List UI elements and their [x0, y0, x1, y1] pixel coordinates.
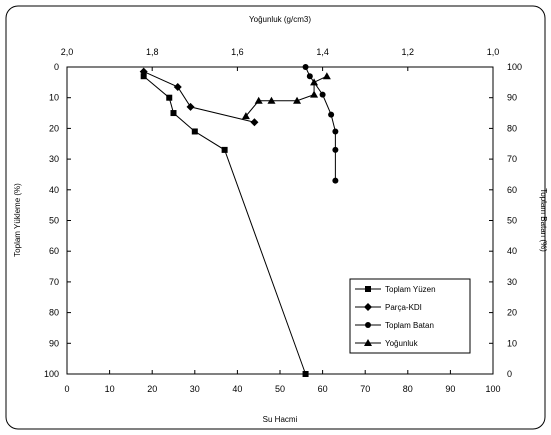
right-tick-label: 100 [507, 62, 522, 72]
right-tick-label: 60 [507, 185, 517, 195]
series-0-point [221, 146, 228, 153]
series-2-point [328, 111, 335, 118]
series-3-point [241, 112, 250, 120]
series-1-point [250, 118, 259, 127]
series-2-point [302, 64, 309, 70]
legend-marker [364, 339, 372, 346]
bottom-tick-label: 90 [445, 384, 455, 394]
bottom-tick-label: 100 [485, 384, 500, 394]
series-2-point [319, 91, 326, 98]
series-2-point [306, 73, 313, 80]
legend-label: Toplam Batan [385, 321, 434, 330]
series-0-point [191, 128, 198, 135]
left-tick-label: 0 [54, 62, 59, 72]
bottom-tick-label: 70 [360, 384, 370, 394]
series-2-point [332, 146, 339, 153]
right-tick-label: 20 [507, 308, 517, 318]
series-3-point [310, 90, 319, 98]
top-tick-label: 1,8 [146, 47, 159, 57]
series-3-point [267, 96, 276, 104]
top-tick-label: 1,6 [231, 47, 244, 57]
left-tick-label: 40 [49, 185, 59, 195]
bottom-tick-label: 50 [275, 384, 285, 394]
left-tick-label: 20 [49, 123, 59, 133]
series-3-point [310, 78, 319, 86]
legend: Toplam Yüzen Parça-KDI Toplam Batan Yoğunlu… [349, 278, 471, 354]
series-line-0 [143, 75, 307, 375]
bottom-tick-label: 40 [232, 384, 242, 394]
series-3-point [293, 96, 302, 104]
bottom-tick-label: 0 [64, 384, 69, 394]
top-tick-label: 2,0 [61, 47, 74, 57]
right-tick-label: 50 [507, 216, 517, 226]
series-line-1 [143, 71, 255, 123]
left-tick-label: 60 [49, 246, 59, 256]
series-layer [139, 64, 339, 377]
series-2-point [332, 177, 339, 184]
series-1-point [173, 82, 182, 91]
left-tick-label: 70 [49, 277, 59, 287]
series-3-point [254, 96, 263, 104]
series-0-point [302, 371, 309, 377]
bottom-tick-label: 10 [105, 384, 115, 394]
bottom-tick-label: 60 [318, 384, 328, 394]
right-tick-label: 70 [507, 154, 517, 164]
series-1-point [186, 102, 195, 111]
legend-items: Toplam Yüzen Parça-KDI Toplam Batan Yoğunlu… [355, 285, 436, 348]
top-tick-label: 1,2 [402, 47, 415, 57]
right-tick-label: 0 [507, 369, 512, 379]
series-2-point [332, 128, 339, 135]
right-tick-label: 40 [507, 246, 517, 256]
bottom-tick-label: 80 [403, 384, 413, 394]
right-tick-label: 80 [507, 123, 517, 133]
left-tick-label: 10 [49, 93, 59, 103]
right-tick-label: 10 [507, 338, 517, 348]
left-axis-title: Toplam Yükleme (%) [13, 183, 22, 257]
top-tick-label: 1,4 [316, 47, 329, 57]
top-tick-label: 1,0 [487, 47, 500, 57]
legend-marker [365, 286, 371, 292]
right-tick-label: 30 [507, 277, 517, 287]
series-0-point [140, 73, 147, 80]
left-tick-label: 100 [44, 369, 59, 379]
bottom-tick-label: 20 [147, 384, 157, 394]
series-3-point [322, 72, 331, 80]
left-tick-label: 80 [49, 308, 59, 318]
left-tick-label: 30 [49, 154, 59, 164]
top-axis-title: Yoğunluk (g/cm3) [249, 15, 311, 24]
bottom-tick-label: 30 [190, 384, 200, 394]
series-0-point [170, 110, 177, 117]
left-tick-label: 50 [49, 216, 59, 226]
bottom-axis-title: Su Hacmi [263, 415, 298, 424]
legend-label: Yoğunluk [385, 339, 419, 348]
legend-marker [364, 303, 372, 311]
right-tick-label: 90 [507, 93, 517, 103]
series-0-point [166, 94, 173, 101]
right-axis-title: Toplam Batan (%) [539, 188, 548, 252]
series-1-point [139, 67, 148, 76]
legend-marker [365, 322, 371, 328]
legend-label: Parça-KDI [385, 303, 422, 312]
legend-label: Toplam Yüzen [385, 285, 436, 294]
left-tick-label: 90 [49, 338, 59, 348]
